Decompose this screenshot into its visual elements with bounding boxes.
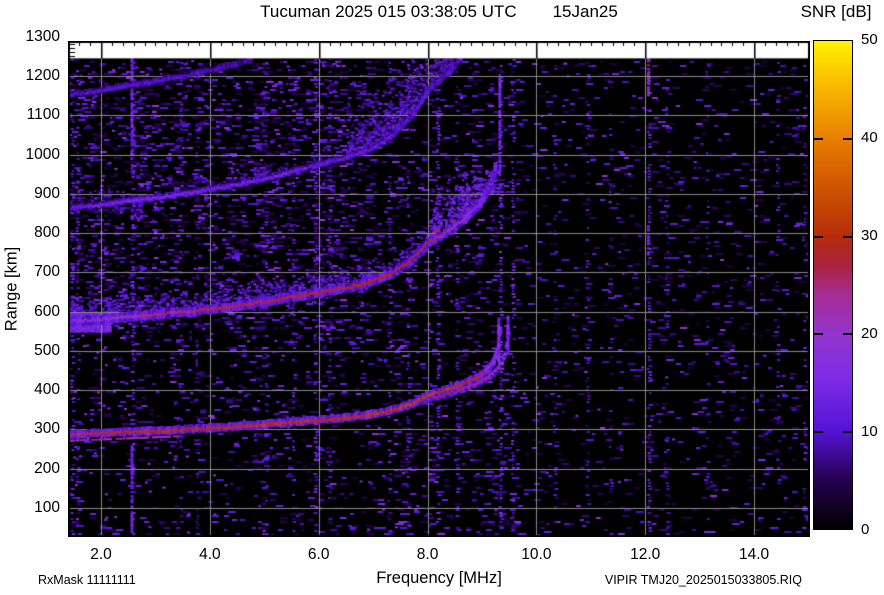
colorbar-tick-label: 50	[861, 31, 878, 48]
colorbar-title: SNR [dB]	[800, 2, 872, 21]
y-tick-label: 1100	[26, 106, 60, 124]
colorbar-tick-mark	[843, 333, 852, 336]
y-tick-label: 400	[34, 381, 60, 399]
x-tick-label: 2.0	[90, 546, 112, 563]
colorbar-tick-label: 30	[861, 227, 878, 244]
plot-title-row: Tucuman 2025 015 03:38:05 UTC 15Jan25	[68, 2, 810, 22]
x-tick-label: 4.0	[199, 546, 221, 563]
y-tick-label: 200	[34, 459, 60, 477]
plot-date: 15Jan25	[552, 2, 618, 21]
x-tick-label: 8.0	[416, 546, 439, 563]
y-tick-label: 700	[34, 263, 60, 281]
x-axis-label: Frequency [MHz]	[376, 569, 502, 587]
y-tick-label: 100	[34, 499, 60, 516]
ionogram-heatmap	[68, 41, 810, 537]
colorbar-tick-label: 20	[861, 325, 878, 342]
data-file-text: VIPIR TMJ20_2025015033805.RIQ	[604, 573, 802, 587]
colorbar-tick-mark	[814, 235, 823, 238]
y-tick-label: 300	[34, 420, 60, 438]
y-tick-label: 900	[34, 184, 60, 202]
colorbar-tick-mark	[843, 235, 852, 238]
x-tick-label: 14.0	[738, 546, 770, 563]
colorbar-tick-label: 10	[861, 423, 878, 440]
y-tick-label: 1300	[25, 27, 60, 45]
y-tick-label: 800	[34, 224, 60, 242]
colorbar-tick-mark	[843, 138, 852, 141]
y-tick-label: 600	[34, 302, 60, 320]
x-tick-label: 12.0	[630, 546, 661, 563]
colorbar-tick-label: 40	[861, 129, 878, 146]
colorbar-tick-mark	[814, 430, 823, 433]
plot-title: Tucuman 2025 015 03:38:05 UTC	[260, 2, 517, 21]
y-tick-label: 500	[34, 341, 60, 359]
rx-mask-text: RxMask 11111111	[38, 573, 136, 587]
y-tick-label: 1200	[25, 67, 60, 85]
snr-colorbar	[813, 40, 853, 530]
colorbar-tick-label: 0	[861, 521, 870, 538]
colorbar-tick-mark	[843, 430, 852, 433]
x-tick-label: 10.0	[521, 546, 552, 563]
colorbar-tick-mark	[814, 333, 823, 336]
y-tick-label: 1000	[25, 145, 60, 163]
colorbar-tick-mark	[814, 138, 823, 141]
x-tick-label: 6.0	[307, 546, 330, 563]
